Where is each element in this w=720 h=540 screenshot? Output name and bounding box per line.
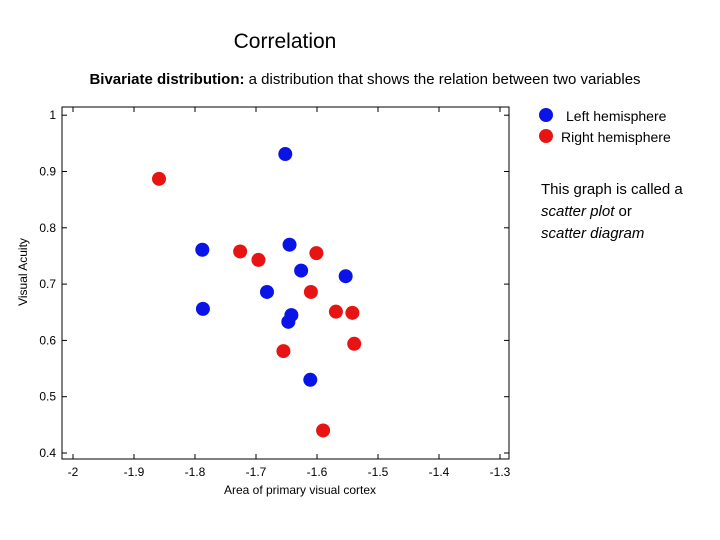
point-left-hemisphere [294,263,309,278]
annotation-note: This graph is called a scatter plot or sca… [541,179,711,245]
point-left-hemisphere [303,372,318,387]
legend: Left hemisphere Right hemisphere [539,108,671,145]
point-right-hemisphere [152,171,167,186]
subtitle: Bivariate distribution: a distribution t… [0,71,720,88]
y-axis-label: Visual Acuity [16,238,30,306]
point-left-hemisphere [278,147,293,162]
point-left-hemisphere [195,242,210,257]
point-right-hemisphere [251,252,266,267]
y-tick-label: 0.7 [39,277,56,291]
x-tick-label: -1.4 [429,465,450,479]
note-or: or [614,203,632,220]
y-tick-label: 1 [49,108,56,122]
slide-title: Correlation [233,30,337,53]
plot-frame [61,106,510,460]
point-right-hemisphere [309,246,324,261]
note-term-scatter-plot: scatter plot [541,203,615,220]
point-right-hemisphere [303,284,318,299]
y-tick-label: 0.9 [39,165,56,179]
x-tick-label: -2 [68,465,79,479]
point-right-hemisphere [233,244,248,259]
x-axis-ticks: -2 -1.9 -1.8 -1.7 -1.6 -1.5 -1.4 -1.3 [68,107,511,479]
y-tick-label: 0.6 [39,333,56,347]
legend-label-left-hemisphere: Left hemisphere [566,108,667,124]
point-right-hemisphere [276,344,291,359]
point-left-hemisphere [281,314,296,329]
y-tick-label: 0.4 [39,446,56,460]
note-line1: This graph is called a [541,181,683,198]
subtitle-definition: a distribution that shows the relation b… [248,71,641,88]
point-left-hemisphere [259,284,274,299]
x-tick-label: -1.9 [124,465,145,479]
point-left-hemisphere [338,269,353,284]
subtitle-term: Bivariate distribution: [89,71,245,88]
note-term-scatter-diagram: scatter diagram [541,225,645,242]
x-tick-label: -1.6 [307,465,328,479]
point-right-hemisphere [345,305,360,320]
y-axis-ticks: 0.4 0.5 0.6 0.7 0.8 0.9 1 [39,108,509,460]
y-tick-label: 0.5 [39,390,56,404]
data-points [152,147,362,438]
x-tick-label: -1.5 [368,465,389,479]
x-tick-label: -1.7 [246,465,267,479]
point-right-hemisphere [316,423,331,438]
point-right-hemisphere [328,304,343,319]
y-tick-label: 0.8 [39,221,56,235]
x-tick-label: -1.3 [490,465,511,479]
legend-label-right-hemisphere: Right hemisphere [561,129,671,145]
x-axis-label: Area of primary visual cortex [224,483,376,497]
point-right-hemisphere [347,336,362,351]
x-tick-label: -1.8 [185,465,206,479]
legend-marker-left-hemisphere [539,108,553,122]
point-left-hemisphere [282,237,297,252]
legend-marker-right-hemisphere [539,129,553,143]
point-left-hemisphere [195,301,210,316]
